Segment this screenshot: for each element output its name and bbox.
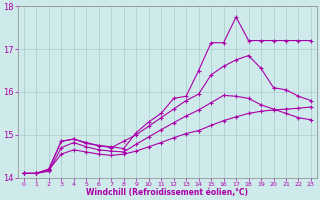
X-axis label: Windchill (Refroidissement éolien,°C): Windchill (Refroidissement éolien,°C) xyxy=(86,188,248,197)
